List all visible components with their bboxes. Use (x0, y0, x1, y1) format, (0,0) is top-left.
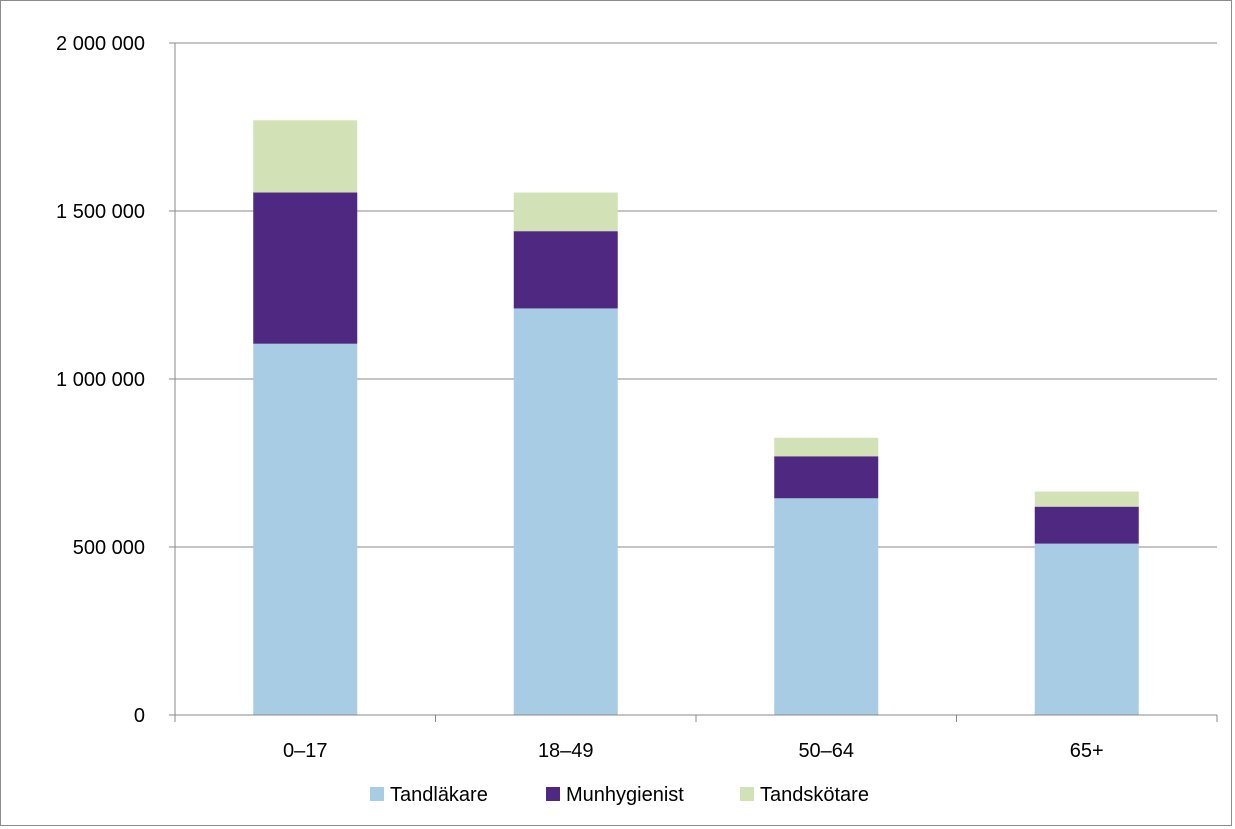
legend: Tandläkare Munhygienist Tandskötare (370, 784, 869, 806)
bar-segment (1034, 543, 1139, 715)
bar-segment (513, 231, 618, 309)
bars (253, 120, 1139, 715)
y-tick-label: 0 (134, 705, 145, 727)
bar-segment (774, 498, 879, 715)
bar-segment (1034, 491, 1139, 507)
x-tick-label: 0–17 (283, 740, 328, 762)
x-tick-labels: 0–17 18–49 50–64 65+ (283, 740, 1104, 762)
y-tick-label: 1 000 000 (56, 369, 145, 391)
bar-segment (1034, 506, 1139, 544)
legend-label: Tandskötare (760, 784, 869, 806)
axes (169, 42, 1218, 722)
y-tick-label: 1 500 000 (56, 201, 145, 223)
bar-segment (513, 192, 618, 232)
bar-segment (253, 120, 358, 193)
y-tick-label: 2 000 000 (56, 33, 145, 55)
bar-segment (774, 437, 879, 457)
x-tick-label: 50–64 (798, 740, 854, 762)
legend-swatch (740, 787, 754, 801)
y-tick-label: 500 000 (73, 537, 145, 559)
legend-label: Tandläkare (390, 784, 488, 806)
legend-label: Munhygienist (566, 784, 684, 806)
bar-segment (513, 308, 618, 715)
legend-swatch (370, 787, 384, 801)
y-tick-labels: 0 500 000 1 000 000 1 500 000 2 000 000 (56, 33, 145, 727)
legend-swatch (546, 787, 560, 801)
x-tick-label: 65+ (1070, 740, 1104, 762)
bar-segment (253, 343, 358, 715)
x-tick-label: 18–49 (538, 740, 594, 762)
bar-segment (774, 456, 879, 499)
bar-segment (253, 192, 358, 344)
